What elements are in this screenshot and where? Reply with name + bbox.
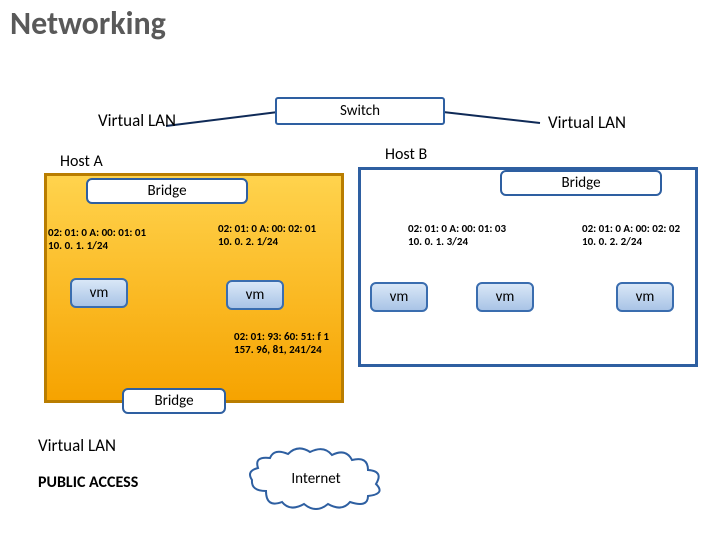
ip-4: 02: 01: 93: 60: 51: f 1157. 96, 81, 241/… — [234, 330, 329, 356]
connector-right — [443, 112, 540, 123]
ip-2-addr: 10. 0. 1. 3/24 — [408, 235, 468, 248]
bridge-right: Bridge — [500, 170, 662, 196]
ip-1: 02: 01: 0 A: 00: 02: 0110. 0. 2. 1/24 — [218, 222, 316, 248]
vm-2: vm — [370, 282, 428, 312]
vm-0-label: vm — [90, 284, 109, 302]
cloud-label: Internet — [291, 470, 340, 488]
vlan-left-label: Virtual LAN — [98, 110, 176, 131]
vm-1-label: vm — [246, 286, 265, 304]
host-b-label: Host B — [385, 145, 427, 164]
ip-1-addr: 10. 0. 2. 1/24 — [218, 235, 278, 248]
connector-left — [166, 112, 278, 126]
bridge-left-label: Bridge — [147, 182, 186, 200]
ip-0: 02: 01: 0 A: 00: 01: 0110. 0. 1. 1/24 — [48, 226, 146, 252]
ip-2-mac: 02: 01: 0 A: 00: 01: 03 — [408, 222, 506, 235]
vm-4: vm — [616, 282, 674, 312]
vlan-right-label: Virtual LAN — [548, 112, 626, 133]
vm-2-label: vm — [390, 288, 409, 306]
public-access-label: PUBLIC ACCESS — [38, 473, 138, 492]
switch-box: Switch — [275, 97, 445, 125]
vm-3: vm — [476, 282, 534, 312]
vlan-left-text: Virtual LAN — [98, 110, 176, 131]
ip-2: 02: 01: 0 A: 00: 01: 0310. 0. 1. 3/24 — [408, 222, 506, 248]
ip-3-addr: 10. 0. 2. 2/24 — [582, 235, 642, 248]
ip-0-mac: 02: 01: 0 A: 00: 01: 01 — [48, 226, 146, 239]
switch-label: Switch — [340, 102, 380, 120]
title-text: Networking — [10, 4, 166, 43]
bridge-bottom-label: Bridge — [154, 392, 193, 410]
vlan-right-text: Virtual LAN — [548, 112, 626, 133]
page-title: Networking — [10, 4, 166, 43]
ip-4-addr: 157. 96, 81, 241/24 — [234, 343, 322, 356]
internet-cloud: Internet — [246, 446, 386, 512]
vlan-bl-label: Virtual LAN — [38, 435, 116, 456]
host-a-label: Host A — [60, 152, 103, 171]
ip-1-mac: 02: 01: 0 A: 00: 02: 01 — [218, 222, 316, 235]
ip-3: 02: 01: 0 A: 00: 02: 0210. 0. 2. 2/24 — [582, 222, 680, 248]
vm-0: vm — [70, 278, 128, 308]
ip-4-mac: 02: 01: 93: 60: 51: f 1 — [234, 330, 329, 343]
bridge-left: Bridge — [86, 178, 248, 204]
vm-1: vm — [226, 280, 284, 310]
host-b-text: Host B — [385, 145, 427, 164]
host-a-text: Host A — [60, 152, 103, 171]
vlan-bl-text: Virtual LAN — [38, 435, 116, 456]
ip-3-mac: 02: 01: 0 A: 00: 02: 02 — [582, 222, 680, 235]
ip-0-addr: 10. 0. 1. 1/24 — [48, 239, 108, 252]
bridge-right-label: Bridge — [561, 174, 600, 192]
vm-4-label: vm — [636, 288, 655, 306]
host-b-box — [358, 167, 698, 367]
public-access-text: PUBLIC ACCESS — [38, 473, 138, 492]
bridge-bottom: Bridge — [122, 388, 226, 414]
vm-3-label: vm — [496, 288, 515, 306]
